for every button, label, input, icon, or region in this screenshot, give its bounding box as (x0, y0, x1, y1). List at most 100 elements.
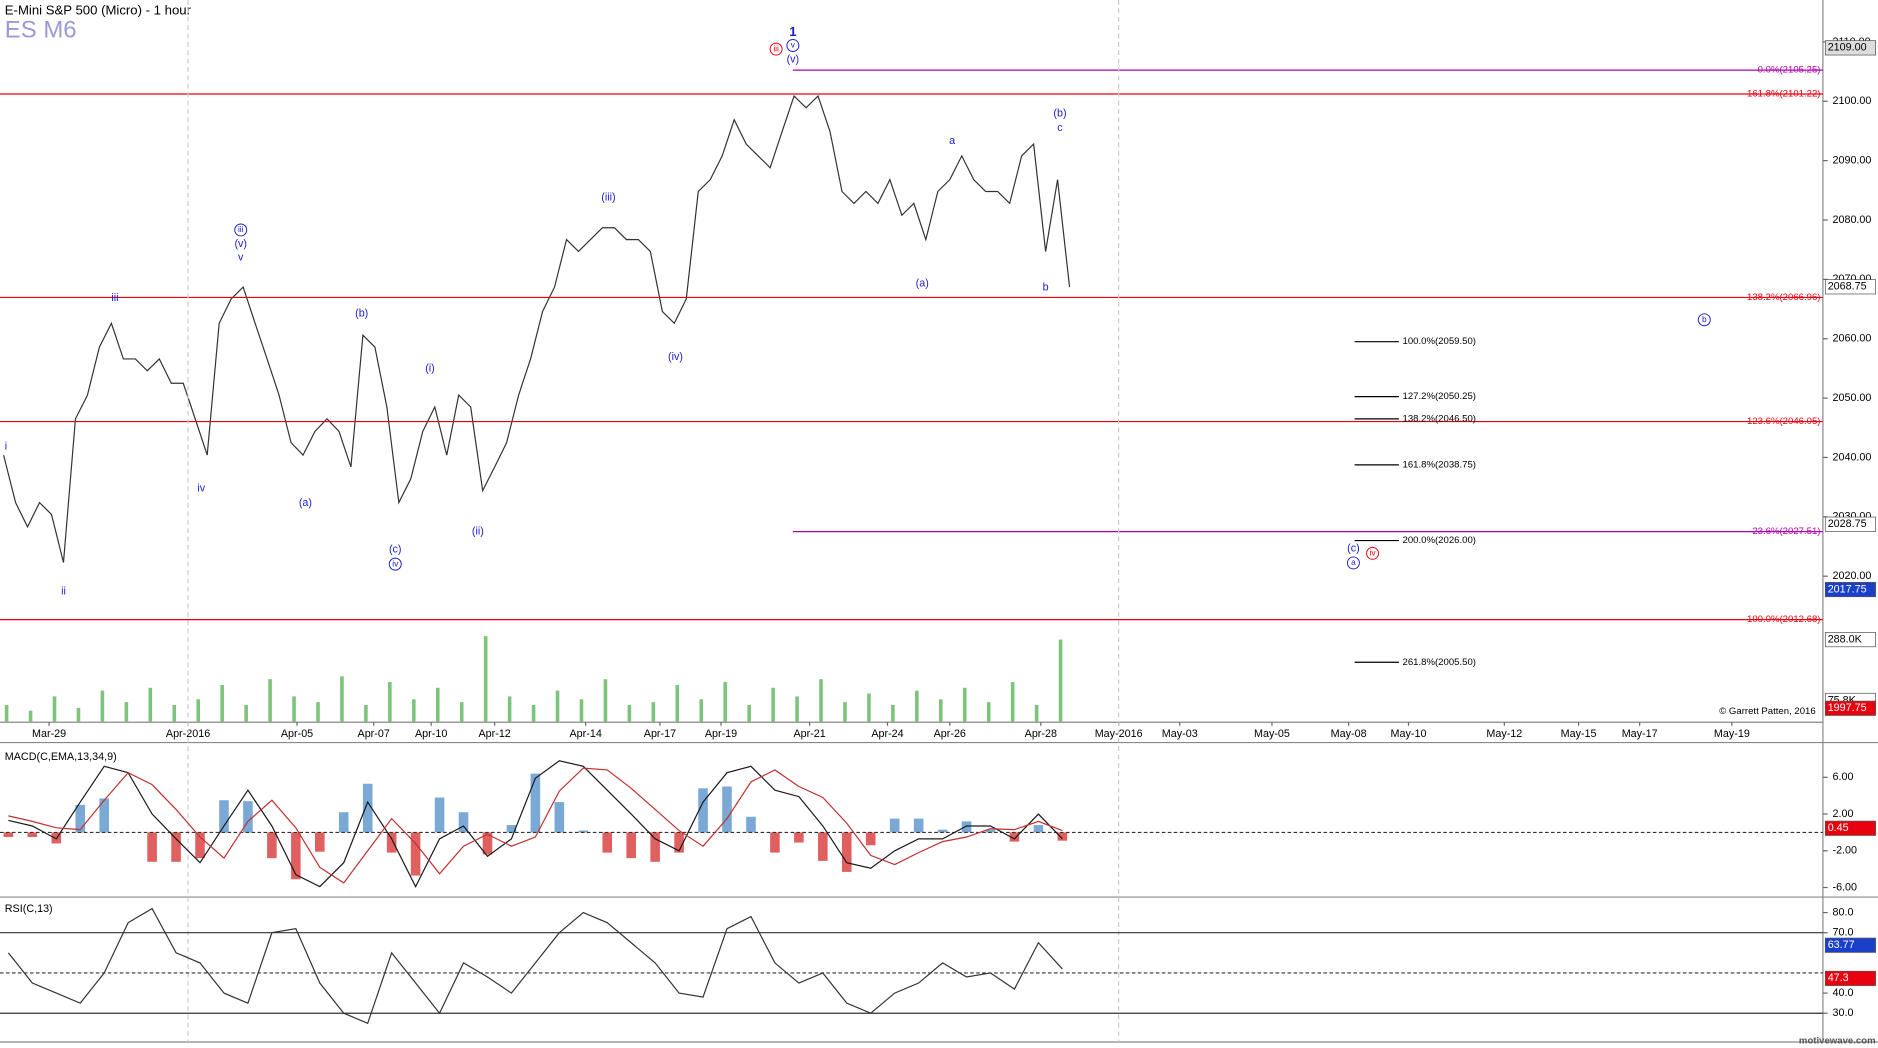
macd-histogram (698, 788, 708, 833)
symbol: ES M6 (5, 16, 77, 43)
wave-circle (769, 42, 783, 56)
x-tick-label: Apr-19 (705, 728, 737, 740)
volume-bar (412, 699, 416, 723)
macd-histogram (147, 832, 157, 862)
macd-histogram (578, 830, 589, 833)
macd-histogram (985, 829, 996, 833)
macd-histogram (650, 832, 660, 862)
macd-histogram (195, 832, 205, 859)
macd-histogram (818, 832, 828, 861)
wave-label: (b) (355, 308, 368, 320)
wave-circle (1366, 546, 1380, 560)
wave-circle (1346, 556, 1360, 570)
wave-label: (a) (916, 278, 929, 290)
macd-histogram (674, 832, 684, 853)
macd-histogram (458, 812, 469, 833)
macd-histogram (937, 829, 948, 833)
wave-label: (c) (1347, 542, 1360, 554)
price-line (3, 94, 1071, 563)
fib-level-label: 200.0%(2026.00) (1403, 535, 1477, 546)
fib-level-label: 100.0%(2059.50) (1403, 336, 1477, 347)
macd-histogram (626, 832, 636, 859)
macd-histogram (889, 818, 900, 833)
wave-label: (ii) (472, 526, 484, 538)
axis-marker (1824, 516, 1876, 532)
volume-bar (172, 705, 177, 723)
wave-label: b (1043, 281, 1049, 293)
y-tick-label: 80.0 (1832, 906, 1853, 918)
x-tick-label: May-08 (1331, 728, 1367, 740)
indicator-line (7, 907, 1063, 1025)
wave-label: (v) (787, 54, 800, 66)
x-tick-label: May-15 (1561, 728, 1597, 740)
wave-circle (786, 39, 800, 52)
wave-label: iii (238, 224, 244, 234)
y-tick-label: 2080.00 (1832, 214, 1871, 226)
macd-histogram (722, 786, 732, 833)
macd-histogram (865, 832, 876, 846)
axis-marker-label: 2028.75 (1828, 518, 1867, 530)
x-tick-label: Apr-21 (793, 728, 825, 740)
macd-histogram (99, 798, 109, 833)
volume-bar (986, 702, 991, 723)
y-tick-label: 30.0 (1832, 1007, 1853, 1019)
axis-marker (1824, 40, 1876, 56)
macd-histogram (554, 802, 565, 833)
volume-bar (1058, 639, 1063, 723)
indicator-line (8, 760, 1063, 888)
volume-bar (220, 684, 224, 723)
volume-bar (819, 679, 823, 723)
y-tick-label: 2040.00 (1832, 451, 1871, 463)
macd-histogram (1009, 832, 1020, 842)
x-tick-label: Apr-17 (644, 728, 676, 740)
watermark: motivewave.com (1799, 1035, 1876, 1046)
volume-bar (100, 690, 105, 723)
volume-bar (28, 710, 33, 723)
volume-bar (244, 705, 248, 723)
axis-marker (1824, 581, 1876, 598)
wave-circle (1697, 313, 1711, 327)
wave-label: (iii) (601, 191, 615, 203)
volume-bar (52, 696, 57, 723)
y-tick-label: 2.00 (1832, 808, 1853, 820)
fib-level-label: 100.0%(2012.68) (1747, 614, 1821, 625)
fib-level-label: 0.0%(2105.25) (1758, 65, 1821, 76)
y-tick-label: 2060.00 (1832, 333, 1871, 345)
volume-bar (699, 699, 704, 723)
volume-bar (459, 702, 464, 723)
volume-bar (148, 687, 153, 723)
macd-histogram (219, 800, 229, 833)
y-tick-label: 2090.00 (1832, 154, 1871, 166)
x-tick-label: Apr-05 (281, 728, 313, 740)
y-tick-label: 70.0 (1832, 927, 1853, 939)
macd-histogram (913, 818, 924, 833)
wave-label: (c) (389, 544, 402, 556)
chart-title: E-Mini S&P 500 (Micro) - 1 hour (5, 2, 192, 17)
macd-histogram (1033, 825, 1044, 833)
volume-bar (843, 702, 847, 723)
volume-bar (747, 705, 751, 723)
macd-histogram (338, 812, 349, 833)
macd-histogram (961, 821, 972, 833)
macd-histogram (75, 804, 86, 833)
wave-label: (i) (425, 363, 435, 375)
axis-marker (1824, 700, 1876, 716)
macd-histogram (506, 825, 517, 833)
volume-bar (1010, 682, 1015, 723)
macd-histogram (841, 832, 852, 872)
x-tick-label: May-03 (1162, 728, 1198, 740)
volume-bar (507, 696, 512, 723)
fib-level-label: 23.6%(2027.51) (1752, 526, 1820, 537)
fib-level-label: 123.6%(2046.05) (1747, 416, 1821, 427)
wave-label: v (791, 40, 796, 50)
x-tick-label: May-17 (1622, 728, 1658, 740)
wave-label: iii (111, 292, 118, 304)
macd-histogram (794, 832, 804, 843)
volume-bar (675, 684, 680, 723)
y-tick-label: 6.00 (1832, 771, 1853, 783)
wave-circle (234, 223, 248, 237)
axis-marker-label: 2068.75 (1828, 281, 1867, 293)
y-tick-label: -6.00 (1832, 881, 1857, 893)
x-tick-label: Apr-26 (934, 728, 966, 740)
